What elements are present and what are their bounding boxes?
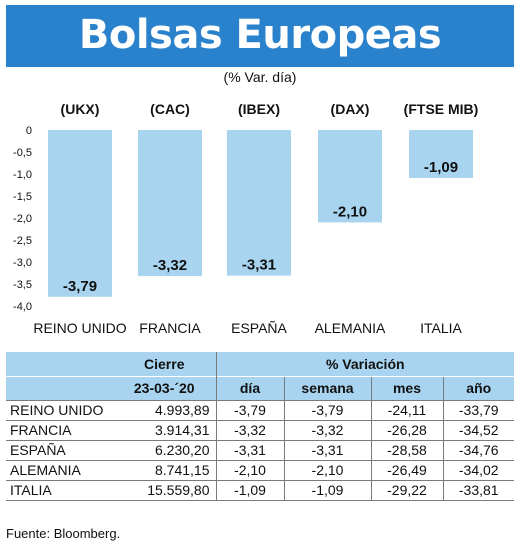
y-tick-label: -1,0: [13, 169, 32, 181]
table-header-dia: día: [215, 375, 284, 400]
y-tick-label: -1,5: [13, 191, 32, 203]
table-row: FRANCIA 3.914,31 -3,32 -3,32 -26,28 -34,52: [6, 419, 514, 440]
cell-anio: -34,02: [442, 459, 514, 480]
cell-mes: -24,11: [370, 399, 443, 420]
table-header-variacion: % Variación: [215, 352, 514, 376]
bar: [409, 130, 473, 178]
cell-cierre: 15.559,80: [113, 479, 216, 501]
source-note: Fuente: Bloomberg.: [6, 526, 121, 541]
chart-subtitle: (% Var. día): [223, 69, 297, 85]
cell-mes: -28,58: [370, 439, 443, 460]
cell-cierre: 6.230,20: [113, 439, 216, 460]
cell-anio: -34,52: [442, 419, 514, 440]
cell-country: REINO UNIDO: [6, 399, 113, 420]
y-tick-label: 0: [26, 125, 32, 137]
category-label: REINO UNIDO: [33, 320, 126, 336]
chart-title: Bolsas Europeas: [78, 12, 442, 58]
category-label: FRANCIA: [139, 320, 201, 336]
cell-cierre: 3.914,31: [113, 419, 216, 440]
cell-country: ITALIA: [6, 479, 113, 501]
y-tick-label: -2,0: [13, 213, 32, 225]
table-header-cierre: Cierre: [113, 352, 216, 376]
cell-country: FRANCIA: [6, 419, 113, 440]
cell-dia: -3,79: [215, 399, 284, 420]
cell-semana: -3,31: [283, 439, 371, 460]
cell-mes: -26,49: [370, 459, 443, 480]
data-label: -1,09: [424, 159, 458, 176]
y-tick-label: -4,0: [13, 301, 32, 313]
table-header-semana: semana: [283, 375, 371, 400]
table-row: ITALIA 15.559,80 -1,09 -1,09 -29,22 -33,81: [6, 479, 514, 501]
index-label: (UKX): [61, 101, 100, 117]
bar: [227, 130, 291, 276]
cell-anio: -33,79: [442, 399, 514, 420]
table-header-mes: mes: [370, 375, 443, 400]
table-header-blank-2: [6, 375, 113, 400]
index-label: (CAC): [150, 101, 190, 117]
data-label: -3,32: [153, 257, 187, 274]
cell-semana: -3,79: [283, 399, 371, 420]
table-row: REINO UNIDO 4.993,89 -3,79 -3,79 -24,11 -33,7…: [6, 399, 514, 420]
bar: [48, 130, 112, 297]
bar-chart: 0 -0,5 -1,0 -1,5 -2,0 -2,5 -3,0 -3,5 -4,0 (UKX) -3…: [13, 101, 479, 336]
cell-semana: -3,32: [283, 419, 371, 440]
cell-mes: -26,28: [370, 419, 443, 440]
cell-dia: -1,09: [215, 479, 284, 501]
cell-country: ESPAÑA: [6, 439, 113, 460]
data-label: -2,10: [333, 203, 367, 220]
y-tick-label: -0,5: [13, 147, 32, 159]
table-header-blank: [6, 352, 113, 376]
category-label: ALEMANIA: [315, 320, 386, 336]
cell-anio: -33,81: [442, 479, 514, 501]
category-label: ITALIA: [420, 320, 462, 336]
cell-country: ALEMANIA: [6, 459, 113, 480]
cell-dia: -2,10: [215, 459, 284, 480]
cell-cierre: 4.993,89: [113, 399, 216, 420]
bar: [318, 130, 382, 223]
cell-anio: -34,76: [442, 439, 514, 460]
index-label: (FTSE MIB): [404, 101, 479, 117]
title-banner: Bolsas Europeas: [6, 5, 514, 67]
data-label: -3,79: [63, 278, 97, 295]
cell-semana: -1,09: [283, 479, 371, 501]
table-row: ESPAÑA 6.230,20 -3,31 -3,31 -28,58 -34,76: [6, 439, 514, 460]
table-header-anio: año: [442, 375, 514, 400]
cell-dia: -3,31: [215, 439, 284, 460]
category-label: ESPAÑA: [231, 320, 287, 336]
bar: [138, 130, 202, 277]
cell-mes: -29,22: [370, 479, 443, 501]
data-table: Cierre % Variación 23-03-´20 día semana …: [6, 352, 514, 501]
index-label: (DAX): [331, 101, 370, 117]
index-label: (IBEX): [238, 101, 280, 117]
table-row: ALEMANIA 8.741,15 -2,10 -2,10 -26,49 -34,02: [6, 459, 514, 480]
table-header-date: 23-03-´20: [113, 375, 216, 400]
data-label: -3,31: [242, 257, 276, 274]
cell-cierre: 8.741,15: [113, 459, 216, 480]
y-tick-label: -3,0: [13, 257, 32, 269]
y-tick-label: -3,5: [13, 279, 32, 291]
cell-dia: -3,32: [215, 419, 284, 440]
y-tick-label: -2,5: [13, 235, 32, 247]
cell-semana: -2,10: [283, 459, 371, 480]
